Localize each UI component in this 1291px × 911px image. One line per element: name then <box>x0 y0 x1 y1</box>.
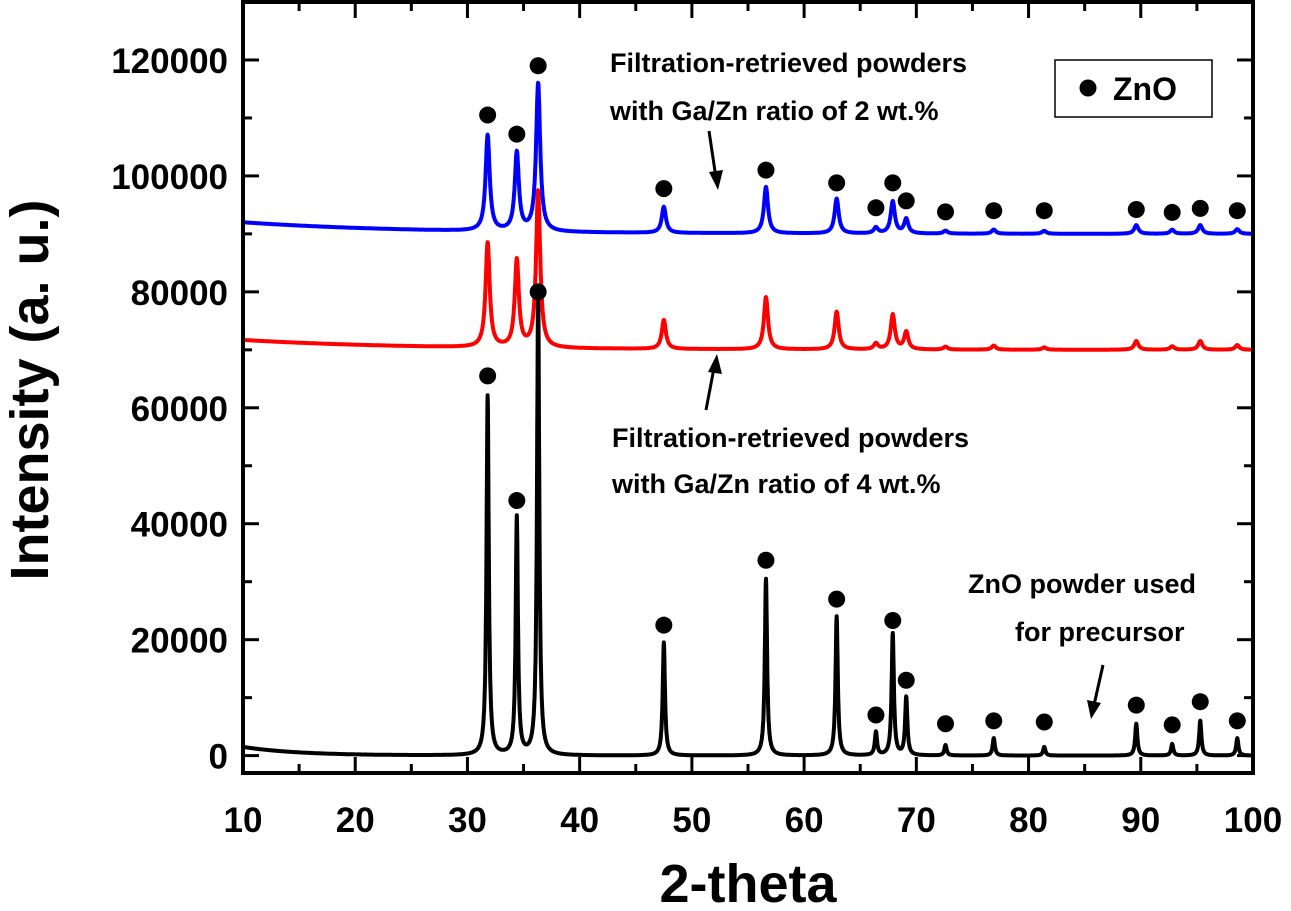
annotation-red-line2: with Ga/Zn ratio of 4 wt.% <box>611 469 941 499</box>
x-tick-label: 20 <box>336 801 375 840</box>
arrow-red <box>704 367 716 411</box>
y-tick-label: 60000 <box>131 390 228 429</box>
tick-labels: 10 20 30 40 50 60 70 80 90 100 0 20000 40000 60000 800… <box>111 42 1282 840</box>
annotation-black-line2: for precursor <box>1015 617 1185 647</box>
x-tick-label: 90 <box>1121 801 1160 840</box>
x-tick-label: 80 <box>1009 801 1048 840</box>
annotation-blue-line1: Filtration-retrieved powders <box>610 48 967 78</box>
y-tick-label: 100000 <box>111 158 228 197</box>
legend-label: ZnO <box>1113 71 1177 107</box>
zno-marker <box>479 367 497 385</box>
annotation-red-line1: Filtration-retrieved powders <box>612 423 969 453</box>
arrow-head-icon <box>1087 700 1101 719</box>
x-tick-label: 60 <box>785 801 824 840</box>
zno-marker <box>529 57 547 75</box>
arrow-head-icon <box>708 354 722 374</box>
legend: ZnO <box>1054 59 1213 118</box>
zno-marker <box>1228 712 1246 730</box>
zno-marker <box>655 616 673 634</box>
x-tick-label: 10 <box>224 801 263 840</box>
zno-marker <box>867 706 885 724</box>
zno-marker <box>985 202 1003 220</box>
arrow-head-icon <box>709 170 723 190</box>
y-tick-label: 20000 <box>131 622 228 661</box>
zno-marker <box>828 174 846 192</box>
arrow-blue <box>707 130 718 179</box>
y-tick-label: 40000 <box>131 506 228 545</box>
zno-marker <box>897 671 915 689</box>
zno-markers <box>479 57 1246 734</box>
zno-marker <box>937 203 955 221</box>
zno-marker <box>529 283 547 301</box>
y-axis-title: Intensity (a. u.) <box>0 199 60 580</box>
zno-marker <box>985 712 1003 730</box>
zno-marker <box>1163 716 1181 734</box>
zno-marker <box>897 192 915 210</box>
x-tick-label: 70 <box>897 801 936 840</box>
y-tick-label: 80000 <box>131 274 228 313</box>
zno-marker <box>867 199 885 217</box>
x-tick-label: 50 <box>672 801 711 840</box>
arrow-black <box>1092 664 1105 706</box>
zno-marker <box>884 612 902 630</box>
y-tick-label: 0 <box>209 738 228 777</box>
series-line <box>241 288 1255 758</box>
zno-marker <box>757 161 775 179</box>
zno-marker <box>655 180 673 198</box>
x-tick-label: 100 <box>1224 801 1282 840</box>
x-tick-label: 30 <box>448 801 487 840</box>
legend-box <box>1054 59 1213 118</box>
zno-marker <box>508 492 526 510</box>
zno-marker <box>1228 202 1246 220</box>
zno-marker <box>508 125 526 143</box>
zno-marker <box>937 715 955 733</box>
legend-marker-icon <box>1079 79 1097 97</box>
annotation-blue: Filtration-retrieved powders with Ga/Zn … <box>609 48 967 190</box>
series-line <box>241 80 1255 236</box>
zno-marker <box>884 174 902 192</box>
zno-marker <box>1127 201 1145 219</box>
zno-marker <box>757 551 775 569</box>
x-tick-label: 40 <box>560 801 599 840</box>
series-line <box>241 188 1255 352</box>
annotation-black: ZnO powder used for precursor <box>968 569 1196 719</box>
zno-marker <box>1191 693 1209 711</box>
annotation-red: Filtration-retrieved powders with Ga/Zn … <box>611 354 969 499</box>
annotation-blue-line2: with Ga/Zn ratio of 2 wt.% <box>609 96 939 126</box>
series-curves <box>241 80 1255 758</box>
zno-marker <box>828 590 846 608</box>
plot-frame <box>241 0 1255 775</box>
y-tick-label: 120000 <box>111 42 228 81</box>
zno-marker <box>1035 713 1053 731</box>
x-axis-title: 2-theta <box>659 854 837 911</box>
zno-marker <box>1035 202 1053 220</box>
zno-marker <box>1127 696 1145 714</box>
annotation-black-line1: ZnO powder used <box>968 569 1196 599</box>
zno-marker <box>1191 199 1209 217</box>
zno-marker <box>1163 203 1181 221</box>
zno-marker <box>479 106 497 124</box>
